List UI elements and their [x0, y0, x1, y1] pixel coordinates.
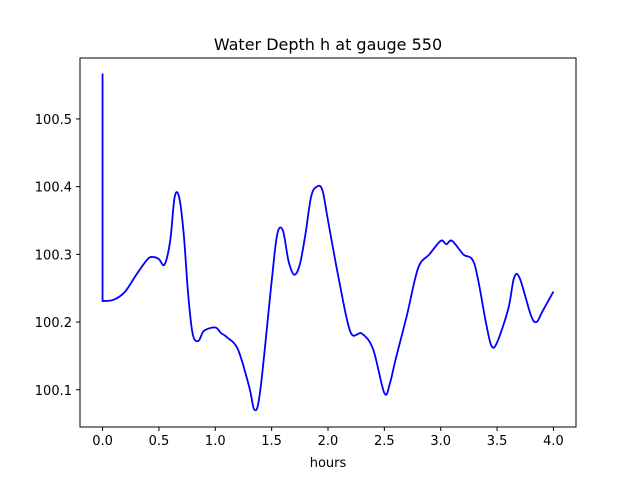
x-tick-label: 3.0	[430, 434, 451, 449]
y-tick-label: 100.2	[35, 316, 72, 331]
y-tick-label: 100.1	[35, 384, 72, 399]
water-depth-line	[101, 73, 555, 412]
y-axis-ticks: 100.1 100.2 100.3 100.4 100.5	[35, 113, 80, 399]
y-tick-label: 100.5	[35, 113, 72, 128]
x-tick-label: 0.5	[149, 434, 170, 449]
x-tick-label: 1.0	[205, 434, 226, 449]
x-tick-label: 4.0	[543, 434, 564, 449]
x-tick-label: 1.5	[261, 434, 282, 449]
x-tick-label: 0.0	[92, 434, 113, 449]
x-tick-label: 2.5	[374, 434, 395, 449]
x-axis-ticks: 0.0 0.5 1.0 1.5 2.0 2.5 3.0 3.5 4.0	[92, 427, 564, 449]
y-tick-label: 100.4	[35, 181, 72, 196]
x-axis-label: hours	[310, 456, 347, 471]
chart-title: Water Depth h at gauge 550	[214, 35, 442, 54]
x-tick-label: 3.5	[487, 434, 508, 449]
x-tick-label: 2.0	[318, 434, 339, 449]
y-tick-label: 100.3	[35, 248, 72, 263]
